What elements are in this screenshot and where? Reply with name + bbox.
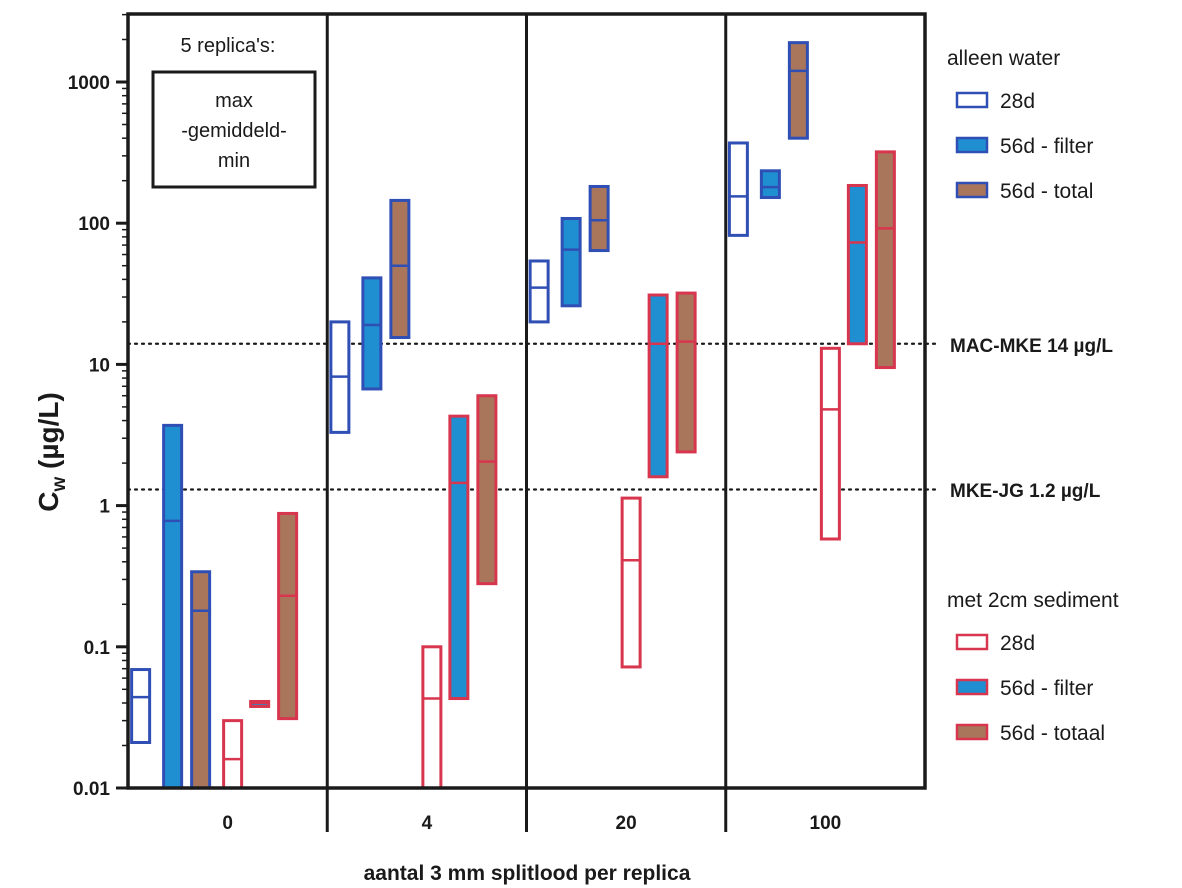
range-bar <box>759 169 781 200</box>
y-axis-title-sub: w <box>49 477 70 493</box>
grid-layer <box>126 342 942 491</box>
plot-frame <box>126 12 927 790</box>
x-tick-label: 100 <box>810 813 842 834</box>
range-bar <box>560 216 582 308</box>
legend-swatch <box>955 678 989 696</box>
legend-label: 56d - filter <box>1000 135 1093 158</box>
range-bar <box>130 668 152 745</box>
y-tick-label: 100 <box>78 214 110 235</box>
range-bar <box>727 141 749 237</box>
range-bar <box>222 719 244 790</box>
x-axis-title: aantal 3 mm splitlood per replica <box>364 862 691 885</box>
range-bar <box>421 645 443 790</box>
range-bar <box>389 198 411 340</box>
legend-label: 28d <box>1000 90 1035 113</box>
annotation-line-min: min <box>218 150 250 172</box>
legend-label: 28d <box>1000 632 1035 655</box>
annotation-title: 5 replica's: <box>181 35 276 57</box>
bars-layer <box>130 41 896 790</box>
x-tick-label: 0 <box>222 813 233 834</box>
y-axis-title-rest: (µg/L) <box>33 392 64 477</box>
x-tick-label: 4 <box>422 813 433 834</box>
range-bar <box>874 150 896 370</box>
range-bar <box>476 394 498 586</box>
range-bar <box>675 291 697 454</box>
legend-swatch <box>955 181 989 199</box>
range-bar <box>588 184 610 253</box>
range-bar <box>846 183 868 346</box>
range-bar <box>190 570 212 790</box>
legend-label: 56d - filter <box>1000 677 1093 700</box>
legend-group-title: alleen water <box>947 47 1060 70</box>
ref-label-jg: MKE-JG 1.2 µg/L <box>950 481 1101 502</box>
range-bar <box>819 346 841 541</box>
range-bar <box>162 423 184 790</box>
legend-swatch <box>955 633 989 651</box>
range-bar <box>277 511 299 721</box>
x-tick-label: 20 <box>616 813 637 834</box>
y-tick-label: 0.01 <box>73 779 110 800</box>
annotation-line-mean: -gemiddeld- <box>181 120 287 142</box>
legend-swatch <box>955 723 989 741</box>
y-tick-label: 10 <box>89 355 110 376</box>
annotation-line-max: max <box>215 90 253 112</box>
range-bar <box>528 259 550 324</box>
reference-labels: MAC-MKE 14 µg/L MKE-JG 1.2 µg/L <box>950 336 1113 502</box>
legend-swatch <box>955 136 989 154</box>
legend-label: 56d - total <box>1000 180 1093 203</box>
legend: alleen water 28d 56d - filter 56d - total me… <box>947 47 1119 745</box>
ref-label-mac: MAC-MKE 14 µg/L <box>950 336 1113 357</box>
x-axis: 0 4 20 100 <box>222 788 841 834</box>
y-tick-label: 0.1 <box>84 638 111 659</box>
range-bar <box>448 414 470 701</box>
range-bar <box>647 293 669 479</box>
legend-swatch <box>955 91 989 109</box>
range-bar <box>787 41 809 140</box>
y-axis: 0.01 0.1 1 10 100 1000 <box>68 13 128 800</box>
range-bar <box>361 276 383 391</box>
y-axis-title: Cw (µg/L) <box>33 392 70 512</box>
y-tick-label: 1000 <box>68 73 110 94</box>
range-bar <box>620 496 642 669</box>
y-axis-title-main: C <box>33 492 64 512</box>
annotation-frame <box>151 70 317 189</box>
annotation-box: 5 replica's: max -gemiddeld- min <box>151 35 317 189</box>
y-tick-label: 1 <box>99 497 110 518</box>
legend-group-title: met 2cm sediment <box>947 589 1119 612</box>
legend-label: 56d - totaal <box>1000 722 1105 745</box>
